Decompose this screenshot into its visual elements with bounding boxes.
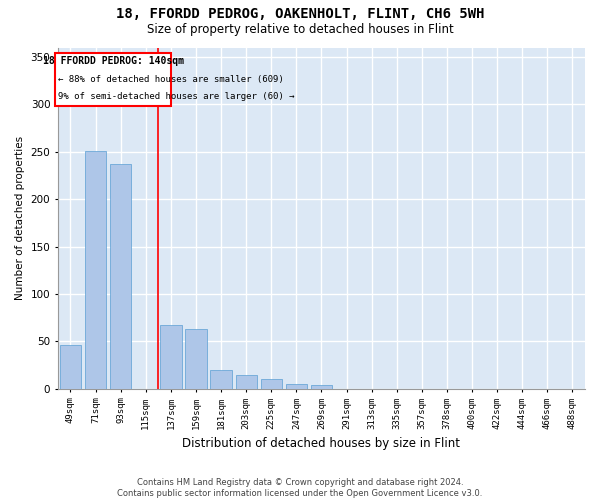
Bar [286,384,307,389]
Text: 18 FFORDD PEDROG: 140sqm: 18 FFORDD PEDROG: 140sqm [43,56,184,66]
Bar [211,370,232,389]
Y-axis label: Number of detached properties: Number of detached properties [15,136,25,300]
Bar [160,326,182,389]
Text: Contains HM Land Registry data © Crown copyright and database right 2024.
Contai: Contains HM Land Registry data © Crown c… [118,478,482,498]
Bar [110,164,131,389]
Bar [185,329,206,389]
Bar [236,374,257,389]
Text: ← 88% of detached houses are smaller (609): ← 88% of detached houses are smaller (60… [58,75,284,84]
X-axis label: Distribution of detached houses by size in Flint: Distribution of detached houses by size … [182,437,460,450]
Bar [260,380,282,389]
Text: 18, FFORDD PEDROG, OAKENHOLT, FLINT, CH6 5WH: 18, FFORDD PEDROG, OAKENHOLT, FLINT, CH6… [116,8,484,22]
Bar [311,385,332,389]
FancyBboxPatch shape [55,52,171,106]
Bar [85,151,106,389]
Text: 9% of semi-detached houses are larger (60) →: 9% of semi-detached houses are larger (6… [58,92,295,101]
Bar [60,345,81,389]
Text: Size of property relative to detached houses in Flint: Size of property relative to detached ho… [146,22,454,36]
